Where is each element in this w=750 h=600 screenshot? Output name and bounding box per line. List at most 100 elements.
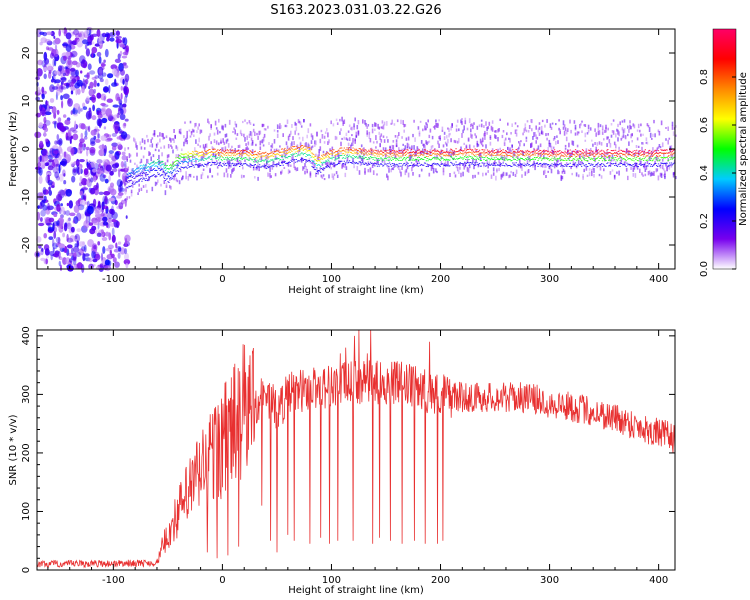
halo-dot — [512, 151, 515, 154]
ridge-cell — [540, 159, 543, 161]
ridge-cell — [625, 160, 627, 161]
ridge-cell — [305, 156, 307, 157]
halo-dot — [647, 171, 650, 176]
halo-dot — [344, 172, 347, 178]
ridge-cell — [293, 159, 296, 161]
halo-dot — [593, 168, 595, 173]
halo-dot — [522, 132, 524, 136]
ridge-cell — [345, 156, 347, 158]
halo-dot — [456, 140, 459, 144]
ridge-cell — [370, 149, 372, 151]
noise-blob — [48, 251, 55, 256]
ridge-cell — [478, 164, 480, 166]
halo-dot — [422, 148, 424, 153]
ridge-cell — [395, 152, 397, 154]
ridge-cell — [467, 152, 469, 154]
ridge-cell — [149, 164, 151, 165]
ridge-cell — [638, 158, 640, 159]
halo-dot — [655, 168, 657, 173]
halo-dot — [140, 187, 143, 191]
ridge-cell — [514, 154, 516, 156]
ridge-cell — [154, 162, 156, 164]
ridge-cell — [139, 178, 141, 180]
ridge-cell — [531, 154, 533, 156]
halo-dot — [621, 135, 624, 139]
halo-dot — [404, 170, 407, 176]
halo-dot — [632, 173, 635, 177]
ridge-cell — [428, 151, 430, 152]
noise-blob — [46, 255, 50, 259]
ridge-cell — [475, 151, 477, 153]
ridge-cell — [279, 155, 281, 157]
noise-blob — [68, 217, 71, 222]
noise-blob — [94, 75, 99, 79]
halo-dot — [377, 159, 379, 164]
halo-dot — [414, 149, 416, 153]
ridge-cell — [450, 151, 452, 153]
ridge-cell — [376, 150, 378, 152]
noise-blob — [108, 32, 116, 37]
ridge-cell — [444, 152, 447, 154]
halo-dot — [518, 141, 520, 144]
ridge-cell — [613, 163, 615, 164]
ridge-cell — [571, 152, 573, 154]
ridge-cell — [594, 166, 596, 167]
ridge-cell — [279, 152, 281, 153]
ridge-cell — [458, 150, 460, 152]
halo-dot — [580, 123, 582, 126]
noise-blob — [81, 187, 88, 191]
ridge-cell — [365, 163, 367, 164]
ridge-cell — [473, 155, 475, 156]
halo-dot — [251, 141, 254, 146]
halo-dot — [512, 171, 515, 176]
ridge-cell — [503, 159, 505, 161]
ridge-cell — [642, 152, 645, 154]
ridge-cell — [606, 152, 608, 154]
ridge-cell — [625, 155, 627, 157]
halo-dot — [648, 127, 651, 132]
ridge-cell — [540, 155, 543, 157]
ridge-cell — [535, 157, 537, 159]
noise-blob — [66, 51, 71, 57]
ridge-cell — [343, 150, 345, 152]
ridge-cell — [280, 165, 282, 166]
ridge-cell — [562, 165, 564, 167]
halo-dot — [485, 144, 487, 149]
ridge-cell — [553, 156, 556, 158]
halo-dot — [270, 175, 272, 178]
noise-blob — [84, 201, 89, 205]
ridge-cell — [137, 180, 140, 182]
noise-blob — [91, 46, 98, 54]
halo-dot — [125, 165, 127, 171]
halo-dot — [628, 129, 630, 133]
ridge-cell — [597, 152, 599, 154]
halo-dot — [176, 179, 179, 183]
ridge-cell — [263, 153, 265, 154]
halo-dot — [304, 142, 306, 147]
ridge-cell — [659, 159, 661, 161]
halo-dot — [623, 128, 626, 133]
ridge-cell — [142, 165, 144, 167]
halo-dot — [236, 158, 239, 163]
ridge-cell — [231, 150, 233, 152]
ridge-cell — [525, 150, 527, 152]
ridge-cell — [229, 149, 231, 151]
halo-dot — [273, 139, 276, 144]
ridge-cell — [278, 158, 280, 159]
ridge-cell — [540, 163, 542, 164]
noise-blob — [58, 165, 61, 174]
ridge-cell — [465, 149, 468, 151]
halo-dot — [565, 162, 568, 167]
ridge-cell — [361, 163, 363, 165]
noise-blob — [38, 175, 43, 184]
noise-blob — [80, 132, 84, 139]
ridge-cell — [607, 152, 609, 154]
halo-dot — [231, 169, 233, 174]
ridge-cell — [479, 160, 482, 161]
ridge-cell — [405, 164, 407, 165]
noise-blob — [118, 247, 122, 252]
ridge-cell — [127, 181, 129, 183]
ridge-cell — [225, 157, 227, 159]
halo-dot — [185, 175, 187, 180]
noise-blob — [42, 186, 47, 196]
